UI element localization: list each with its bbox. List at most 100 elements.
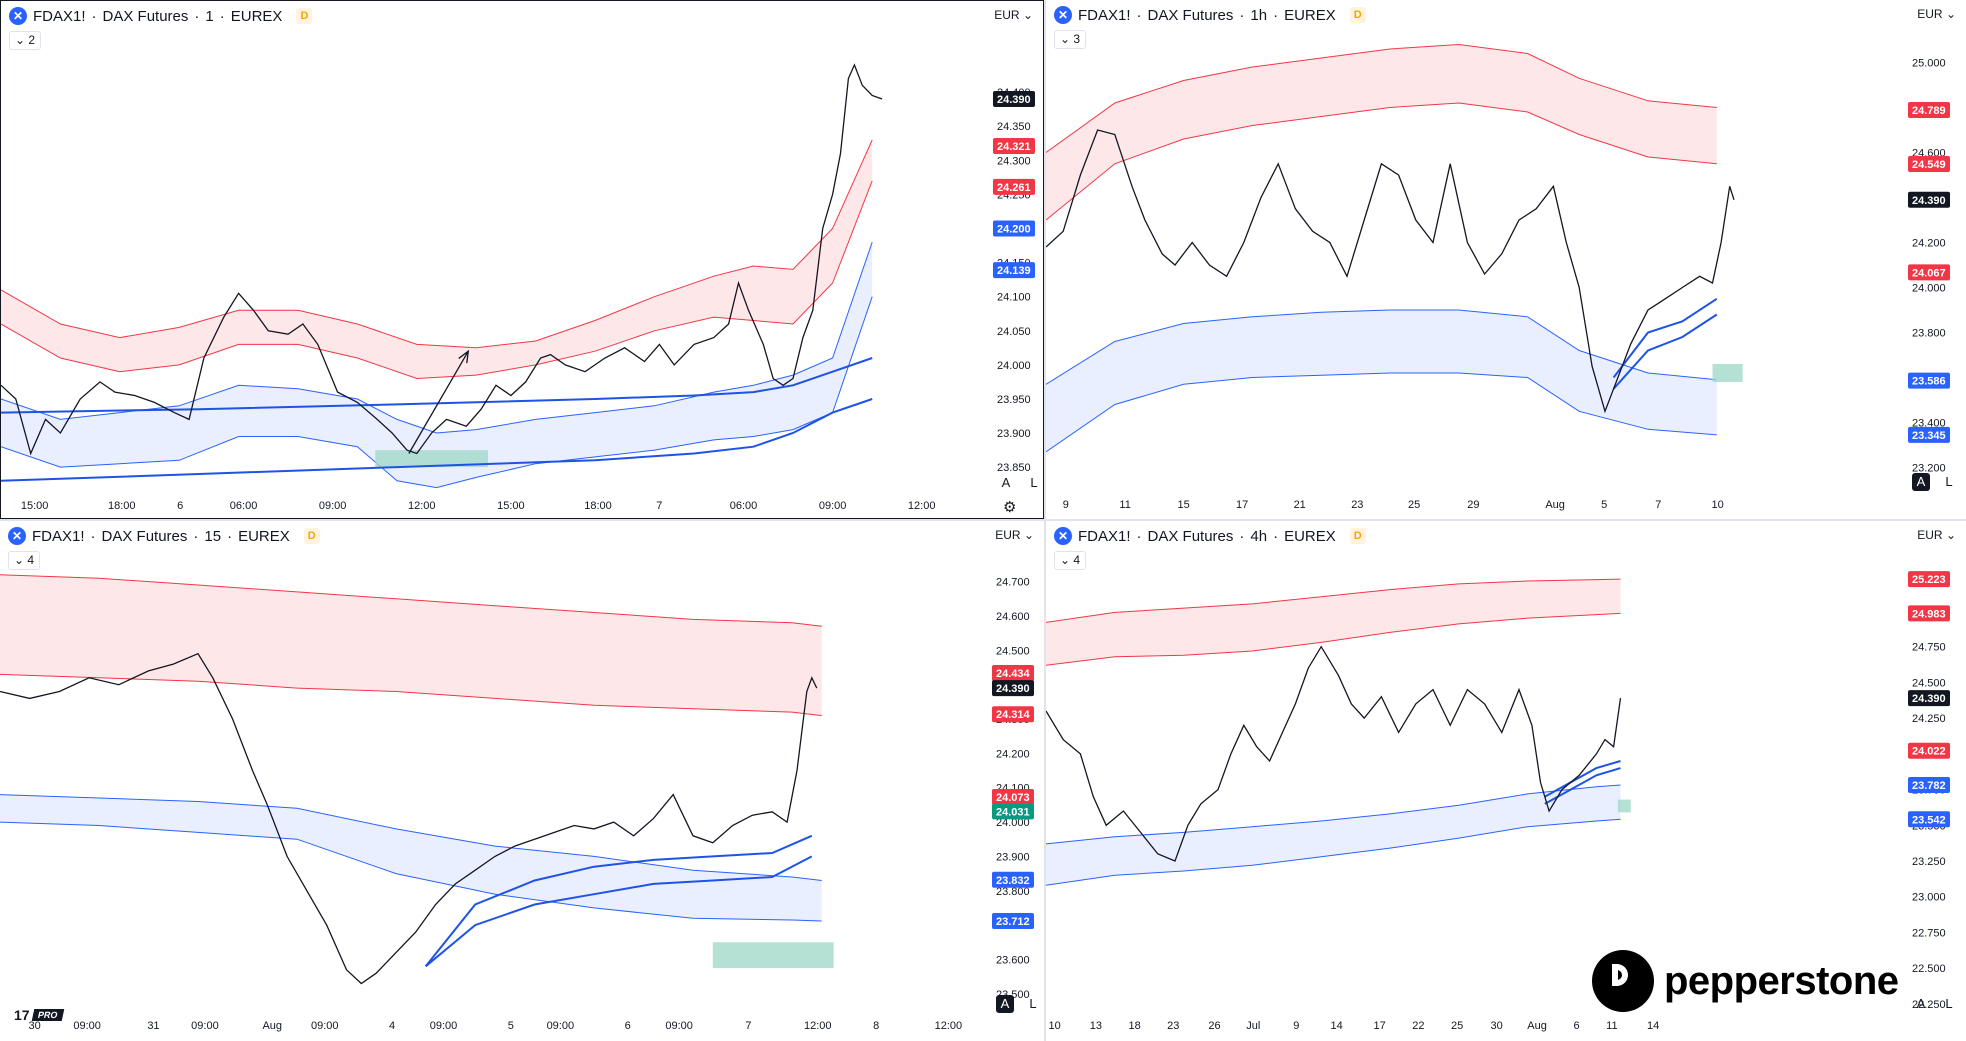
lower-band-bottom-line: [0, 821, 822, 922]
chevron-down-icon: ⌄: [1060, 32, 1071, 46]
chart-panel-1h[interactable]: ✕ FDAX1! · DAX Futures · 1h · EUREX D ⌄ 3 EUR ⌄ 25.…: [1046, 0, 1966, 519]
delayed-badge[interactable]: D: [1349, 528, 1366, 544]
price-tag-label: 23.832: [996, 875, 1030, 887]
x-tick-label: 29: [1467, 499, 1479, 511]
chart-legend[interactable]: ✕ FDAX1! · DAX Futures · 15 · EUREX D: [8, 527, 320, 545]
currency-button[interactable]: EUR ⌄: [990, 6, 1037, 24]
demand-zone: [375, 450, 489, 468]
chart-canvas[interactable]: 25.00024.80024.60024.40024.20024.00023.8…: [1046, 0, 1966, 519]
y-tick-label: 24.350: [997, 121, 1031, 133]
y-tick-label: 24.200: [1912, 238, 1946, 250]
price-tag-label: 24.390: [1912, 195, 1946, 207]
price-tag-label: 24.390: [997, 94, 1031, 106]
price-tag-label: 24.549: [1912, 159, 1946, 171]
price-tag-box: [1908, 571, 1950, 588]
auto-scale-button[interactable]: A: [1001, 475, 1011, 490]
indicators-toggle-button[interactable]: ⌄ 4: [1054, 551, 1087, 570]
price-tag-label: 23.542: [1912, 814, 1946, 826]
chart-panel-15m[interactable]: ✕ FDAX1! · DAX Futures · 15 · EUREX D ⌄ 4 EUR ⌄ 24.…: [0, 521, 1044, 1041]
chart-legend[interactable]: ✕ FDAX1! · DAX Futures · 1 · EUREX D: [9, 7, 313, 25]
exchange-label: EUREX: [1284, 6, 1336, 24]
price-tag-box: [992, 788, 1034, 805]
delayed-badge[interactable]: D: [296, 8, 313, 24]
currency-button[interactable]: EUR ⌄: [991, 526, 1038, 544]
vwap-line: [425, 855, 813, 968]
indicators-toggle-button[interactable]: ⌄ 2: [9, 31, 42, 50]
log-scale-button[interactable]: L: [1945, 474, 1953, 489]
auto-scale-button[interactable]: A: [1916, 996, 1926, 1011]
chevron-down-icon: ⌄: [14, 553, 25, 567]
gear-icon[interactable]: ⚙: [1003, 499, 1017, 516]
y-tick-label: 24.000: [997, 360, 1031, 372]
indicators-toggle-button[interactable]: ⌄ 4: [8, 551, 41, 570]
currency-button[interactable]: EUR ⌄: [1913, 526, 1960, 544]
legend-sep: ·: [1273, 527, 1279, 545]
y-tick-label: 23.900: [996, 851, 1030, 863]
price-tag-label: 25.223: [1912, 574, 1946, 586]
indicator-count: 4: [27, 553, 35, 567]
log-scale-button[interactable]: L: [1945, 996, 1953, 1011]
chart-canvas[interactable]: 25.25025.00024.75024.50024.25024.00023.7…: [1046, 521, 1966, 1041]
symbol-code[interactable]: FDAX1!: [32, 527, 85, 545]
chart-canvas[interactable]: 24.70024.60024.50024.40024.30024.20024.1…: [0, 521, 1044, 1041]
chart-legend[interactable]: ✕ FDAX1! · DAX Futures · 4h · EUREX D: [1054, 527, 1366, 545]
y-tick-label: 24.050: [997, 326, 1031, 338]
price-tag-box: [1908, 155, 1950, 172]
upper-band-bottom-line: [1046, 102, 1717, 221]
delayed-badge[interactable]: D: [303, 528, 320, 544]
indicators-toggle-button[interactable]: ⌄ 3: [1054, 30, 1087, 49]
demand-zone: [712, 942, 834, 969]
lower-band-bottom-line: [1046, 818, 1621, 886]
price-tag-box: [1908, 101, 1950, 118]
legend-sep: ·: [219, 7, 225, 25]
lower-band-fill: [1046, 310, 1717, 452]
x-tick-label: 6: [625, 1020, 631, 1032]
delayed-badge[interactable]: D: [1349, 7, 1366, 23]
log-scale-button[interactable]: L: [1029, 996, 1037, 1011]
lower-band-top-line: [1046, 309, 1717, 385]
price-tag-box: [1908, 191, 1950, 208]
price-tag-box: [1908, 372, 1950, 389]
symbol-code[interactable]: FDAX1!: [1078, 6, 1131, 24]
pepperstone-logo: pepperstone: [1592, 950, 1899, 1012]
auto-scale-button[interactable]: A: [996, 995, 1014, 1013]
log-scale-button[interactable]: L: [1030, 475, 1038, 490]
legend-sep: ·: [193, 527, 199, 545]
currency-label: EUR: [995, 528, 1021, 542]
interval-label[interactable]: 15: [204, 527, 222, 545]
x-tick-label: 09:00: [819, 500, 847, 512]
x-tick-label: 06:00: [730, 500, 758, 512]
x-tick-label: 12:00: [804, 1020, 832, 1032]
currency-label: EUR: [1917, 7, 1943, 21]
symbol-name: DAX Futures: [102, 7, 189, 25]
x-tick-label: 6: [177, 500, 183, 512]
x-tick-label: Aug: [1545, 499, 1565, 511]
chart-panel-4h[interactable]: ✕ FDAX1! · DAX Futures · 4h · EUREX D ⌄ 4 EUR ⌄ 25.…: [1046, 521, 1966, 1041]
symbol-code[interactable]: FDAX1!: [33, 7, 86, 25]
symbol-code[interactable]: FDAX1!: [1078, 527, 1131, 545]
interval-label[interactable]: 1: [205, 7, 214, 25]
interval-label[interactable]: 1h: [1250, 6, 1268, 24]
tradingview-tier-badge: PRO: [31, 1009, 64, 1021]
price-tag-label: 24.314: [996, 709, 1031, 721]
price-tag-box: [992, 913, 1034, 929]
x-tick-label: 09:00: [73, 1020, 101, 1032]
x-tick-label: 10: [1712, 499, 1724, 511]
currency-button[interactable]: EUR ⌄: [1913, 5, 1960, 23]
upper-band-top-line: [1, 139, 873, 349]
interval-label[interactable]: 4h: [1250, 527, 1268, 545]
pepperstone-wordmark: pepperstone: [1664, 958, 1899, 1003]
chart-legend[interactable]: ✕ FDAX1! · DAX Futures · 1h · EUREX D: [1054, 6, 1366, 24]
y-tick-label: 24.000: [1912, 283, 1946, 295]
chart-canvas[interactable]: 24.40024.35024.30024.25024.20024.15024.1…: [1, 1, 1044, 519]
auto-scale-button[interactable]: A: [1912, 473, 1930, 491]
vwap-line: [1, 357, 873, 414]
upper-band-top-line: [1046, 578, 1621, 623]
x-tick-label: 10: [1048, 1020, 1060, 1032]
x-tick-label: 8: [873, 1020, 879, 1032]
